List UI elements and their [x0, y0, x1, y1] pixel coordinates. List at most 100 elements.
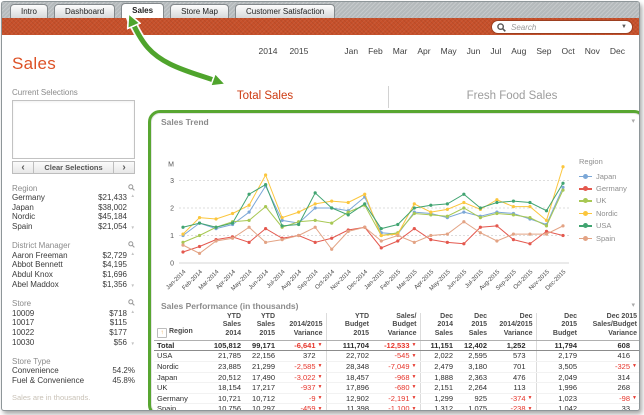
year-filter-2014[interactable]: 2014 [258, 46, 278, 56]
column-header-ytd-sales-2015[interactable]: YTD Sales 2015 [244, 313, 278, 341]
list-item-name: Nordic [12, 212, 36, 222]
table-menu-caret-icon[interactable]: ▾ [631, 302, 635, 309]
chart-menu-caret-icon[interactable]: ▾ [631, 118, 635, 125]
pivot-arrow-icon[interactable]: ↑ [157, 327, 167, 338]
search-dropdown-icon[interactable]: ▼ [621, 24, 627, 30]
month-filter-mar[interactable]: Mar [392, 46, 408, 56]
legend-item-usa[interactable]: USA [579, 220, 637, 232]
list-item-abdul-knox[interactable]: Abdul Knox $1,696 [12, 270, 135, 280]
value-cell: -374 ▼ [490, 393, 536, 405]
tab-sales[interactable]: Sales [121, 3, 165, 18]
region-cell-spain[interactable]: Spain [154, 403, 208, 410]
cell-value: 2,363 [468, 372, 487, 382]
search-box[interactable]: ▼ [491, 20, 633, 34]
list-item-abbot-bennett[interactable]: Abbot Bennett $4,195 [12, 260, 135, 270]
tab-intro[interactable]: Intro [10, 4, 49, 18]
month-filter-jun[interactable]: Jun [466, 46, 481, 56]
column-header-2014-2015-variance[interactable]: 2014/2015 Variance [278, 313, 326, 341]
selections-forward-button[interactable]: › [113, 161, 135, 174]
legend-item-spain[interactable]: Spain [579, 232, 637, 244]
column-header-ytd-budget-2015[interactable]: YTD Budget 2015 [325, 313, 372, 341]
region-cell-japan[interactable]: Japan [154, 372, 208, 384]
subtab-fresh-food-sales[interactable]: Fresh Food Sales [388, 86, 635, 108]
list-item-convenience[interactable]: Convenience 54.2% [12, 366, 135, 376]
listbox-search-icon[interactable] [128, 241, 135, 250]
legend-item-germany[interactable]: Germany [579, 182, 637, 194]
value-cell: -2,585 ▼ [278, 361, 326, 373]
cell-value: 372 [302, 351, 316, 361]
tab-dashboard[interactable]: Dashboard [54, 4, 116, 18]
listbox-search-icon[interactable] [128, 299, 135, 308]
subtab-total-sales[interactable]: Total Sales [236, 90, 294, 102]
selections-back-button[interactable]: ‹ [12, 161, 34, 174]
month-filter-jan[interactable]: Jan [344, 46, 359, 56]
cell-value: 99,171 [252, 340, 275, 350]
list-item-10022[interactable]: 10022 $177 [12, 328, 135, 338]
scroll-down-icon[interactable]: ▼ [130, 340, 135, 346]
column-header-dec-2014-2015-variance[interactable]: Dec 2014/2015 Variance [490, 313, 536, 341]
legend-item-uk[interactable]: UK [579, 195, 637, 207]
region-cell-total[interactable]: Total [154, 339, 208, 352]
list-item-germany[interactable]: Germany $21,433 [12, 193, 135, 203]
month-filter-apr[interactable]: Apr [417, 46, 431, 56]
column-header-dec-2015-sales[interactable]: Dec 2015 Sales [456, 313, 490, 341]
value-cell: 10,756 [208, 403, 244, 410]
scroll-up-icon[interactable]: ▲ [130, 250, 135, 256]
month-filter-feb[interactable]: Feb [368, 46, 383, 56]
list-item-abel-maddox[interactable]: Abel Maddox $1,356 [12, 280, 135, 290]
column-header-dec-2014-sales[interactable]: Dec 2014 Sales [419, 313, 456, 341]
column-header-dec-2015-budget[interactable]: Dec 2015 Budget [535, 313, 580, 341]
list-item-aaron-freeman[interactable]: Aaron Freeman $2,729 [12, 251, 135, 261]
list-item-10030[interactable]: 10030 $56 [12, 338, 135, 348]
variance-arrow-icon: ▼ [317, 395, 323, 402]
value-cell: 10,297 [244, 403, 278, 410]
cell-value: 608 [617, 340, 630, 350]
month-filter-oct[interactable]: Oct [561, 46, 575, 56]
list-item-name: Fuel & Convenience [12, 375, 85, 385]
cell-value: 22,156 [252, 351, 275, 361]
column-header-dec-2015-sales-budget-variance[interactable]: Dec 2015 Sales/Budget Variance [580, 313, 639, 341]
month-filter-jul[interactable]: Jul [490, 46, 502, 56]
sales-performance-table: ↑ Region YTD Sales 2014 YTD Sales 2015 2014/… [154, 313, 639, 410]
scroll-up-icon[interactable]: ▲ [130, 193, 135, 198]
cell-value: -545 [394, 351, 410, 361]
cell-value: 416 [617, 351, 630, 361]
sales-trend-chart[interactable]: 0123MJan-2014Feb-2014Mar-2014Apr-2014May… [151, 127, 575, 297]
month-filter-may[interactable]: May [440, 46, 457, 56]
legend-item-nordic[interactable]: Nordic [579, 207, 637, 219]
month-filter-sep[interactable]: Sep [536, 46, 552, 56]
region-cell-uk[interactable]: UK [154, 382, 208, 394]
month-filter-dec[interactable]: Dec [609, 46, 625, 56]
list-item-fuel-convenience[interactable]: Fuel & Convenience 45.8% [12, 376, 135, 386]
top-banner: ▼ [2, 18, 639, 35]
region-cell-usa[interactable]: USA [154, 350, 208, 362]
listbox-search-icon[interactable] [128, 183, 135, 193]
list-item-10009[interactable]: 10009 $718 [12, 309, 135, 319]
tab-store-map[interactable]: Store Map [170, 4, 229, 18]
search-input[interactable] [509, 21, 619, 33]
column-header-sales-budget-variance[interactable]: Sales/ Budget Variance [372, 313, 420, 341]
list-item-10017[interactable]: 10017 $115 [12, 318, 135, 328]
variance-arrow-icon: ▼ [411, 352, 417, 359]
scroll-down-icon[interactable]: ▼ [130, 283, 135, 288]
list-item-nordic[interactable]: Nordic $45,184 [12, 212, 135, 222]
column-header-ytd-sales-2014[interactable]: YTD Sales 2014 [208, 313, 244, 341]
scroll-up-icon[interactable]: ▲ [130, 308, 135, 314]
cell-value: -9 [308, 393, 316, 403]
year-filter-2015[interactable]: 2015 [289, 46, 309, 56]
column-header-region[interactable]: ↑ Region [154, 313, 208, 341]
value-cell: 10,712 [244, 393, 278, 405]
value-cell: 99,171 [244, 339, 278, 352]
scroll-down-icon[interactable]: ▼ [130, 225, 135, 231]
list-item-spain[interactable]: Spain $21,054 [12, 222, 135, 232]
current-selections-label: Current Selections [12, 88, 78, 97]
value-cell: 372 [278, 350, 326, 362]
clear-selections-button[interactable]: Clear Selections [34, 161, 113, 174]
month-filter-nov[interactable]: Nov [584, 46, 600, 56]
tab-customer-satisfaction[interactable]: Customer Satisfaction [234, 4, 336, 18]
legend-item-japan[interactable]: Japan [579, 170, 637, 182]
list-item-japan[interactable]: Japan $38,002 [12, 203, 135, 213]
region-cell-germany[interactable]: Germany [154, 393, 208, 405]
month-filter-aug[interactable]: Aug [511, 46, 527, 56]
region-cell-nordic[interactable]: Nordic [154, 361, 208, 373]
